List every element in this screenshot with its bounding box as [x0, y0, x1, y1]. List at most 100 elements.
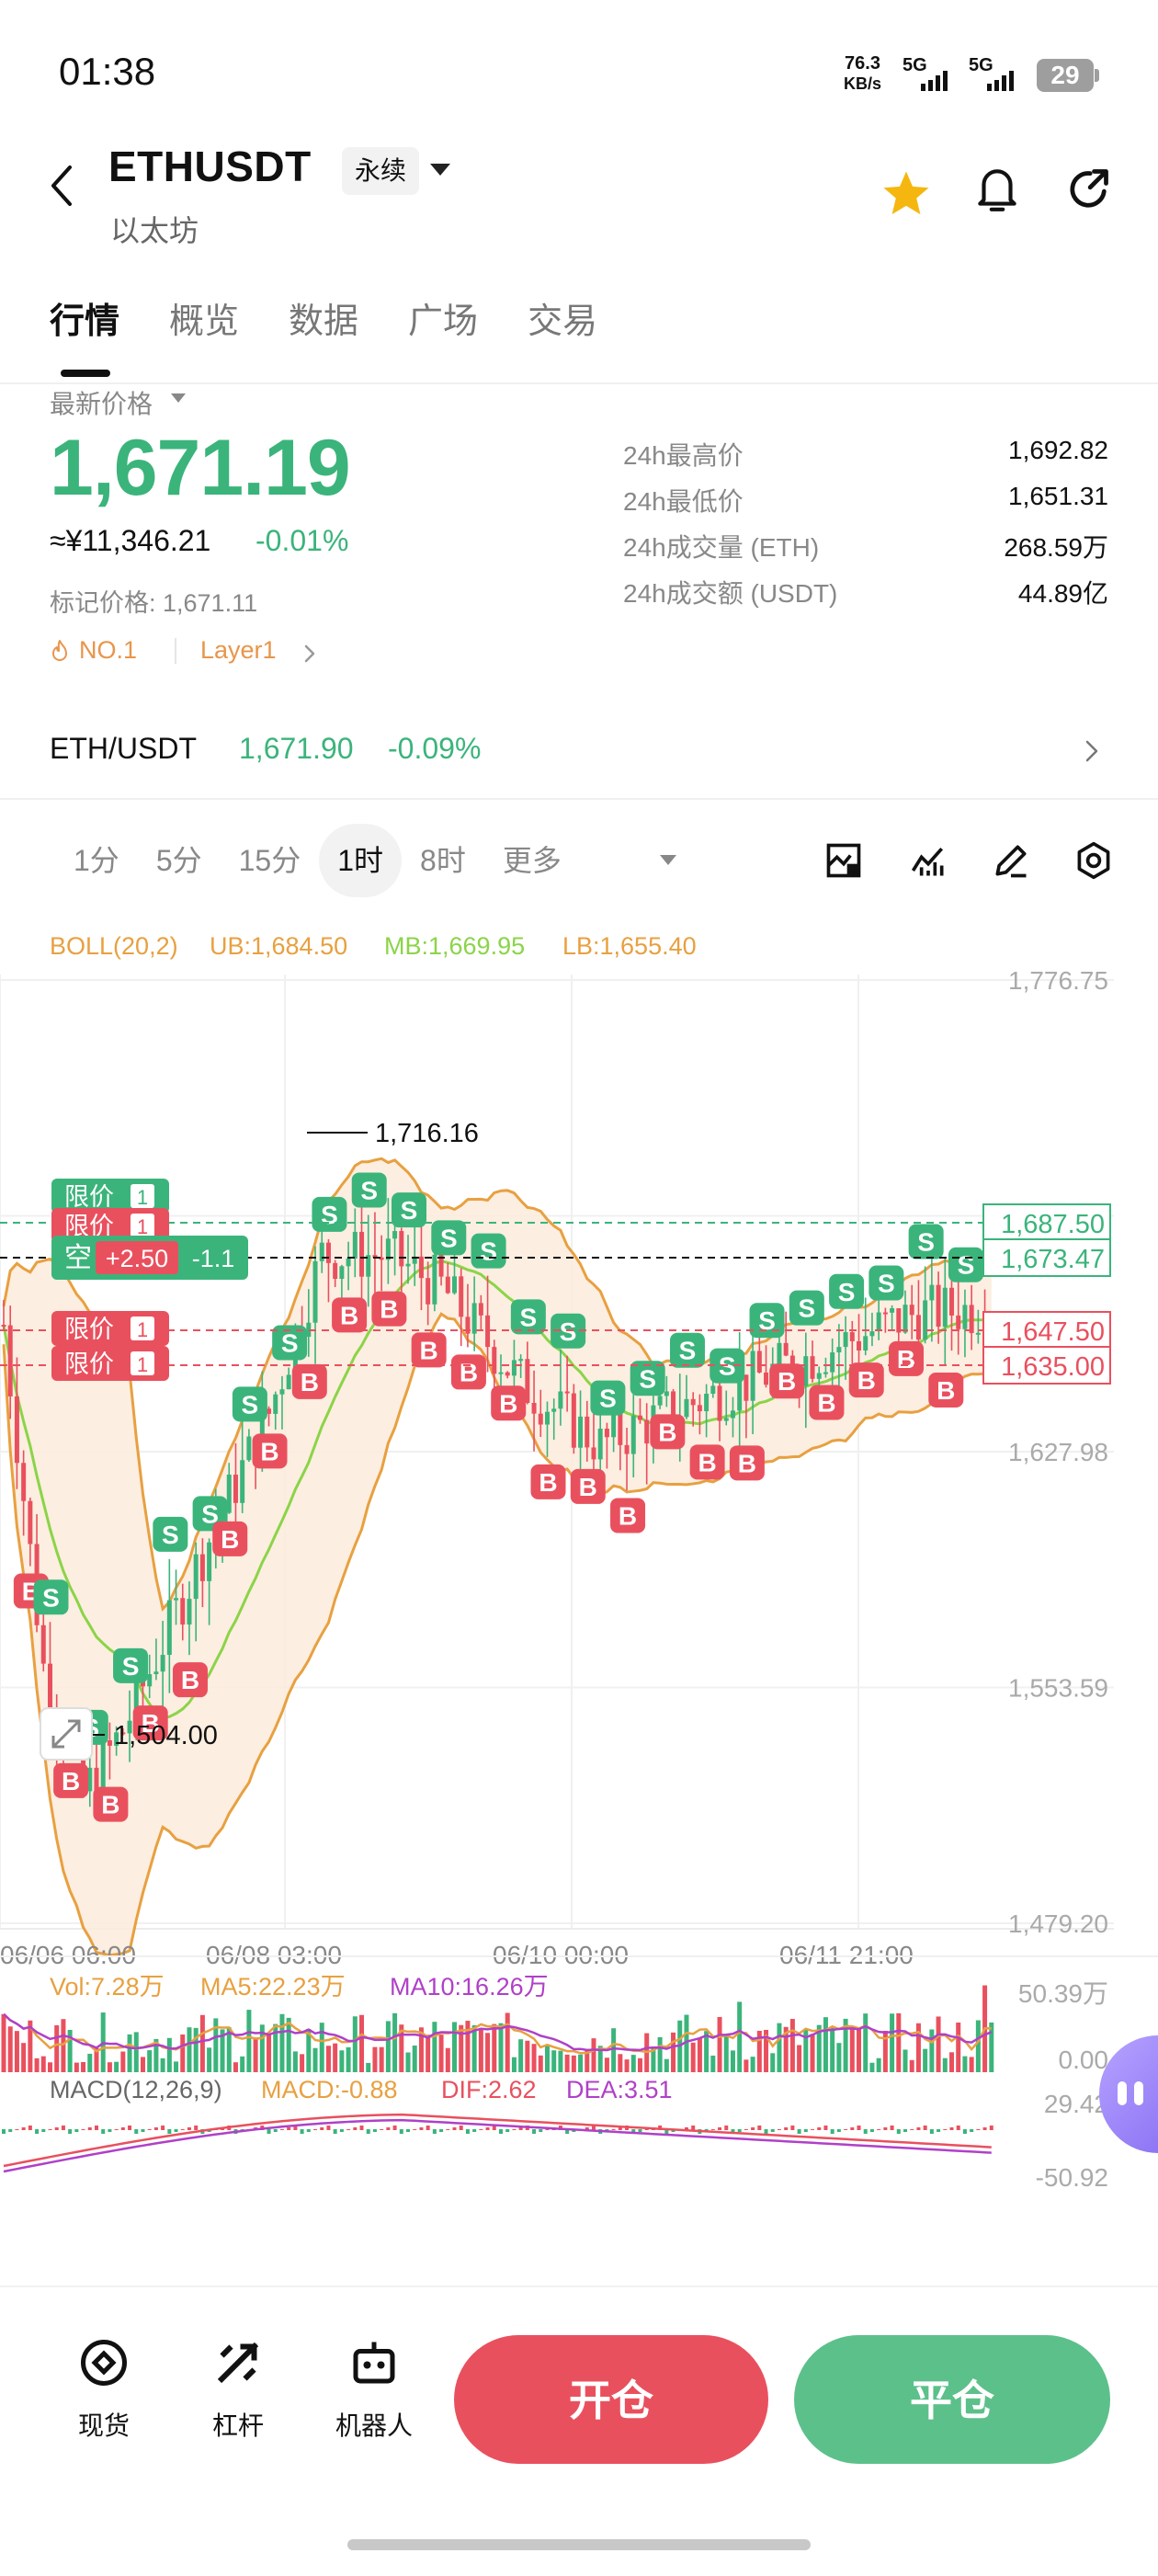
- volume-bar: [909, 2059, 914, 2072]
- sell-marker-label: S: [639, 1364, 656, 1393]
- tab-square[interactable]: 广场: [408, 302, 479, 341]
- chevron-right-icon[interactable]: [303, 644, 316, 668]
- timeframe-8h[interactable]: 8时: [420, 844, 466, 877]
- asset-name: 以太坊: [110, 214, 199, 247]
- macd-histogram-bar: [94, 2126, 98, 2130]
- settings-icon[interactable]: [1073, 840, 1114, 885]
- indicator-icon[interactable]: [908, 840, 948, 885]
- volume-bar: [903, 2049, 908, 2072]
- order-qty: 1: [137, 1215, 148, 1238]
- tab-data[interactable]: 数据: [289, 302, 359, 341]
- price-line-value: 1,687.50: [1001, 1210, 1105, 1239]
- buy-marker-label: B: [579, 1473, 597, 1501]
- volume-bar: [127, 2034, 132, 2072]
- dif-value: DIF:2.62: [441, 2076, 537, 2103]
- nav-robot[interactable]: 机器人: [324, 2335, 425, 2443]
- main-tabs: 行情 概览 数据 广场 交易: [50, 292, 597, 343]
- candle-body: [485, 1315, 491, 1348]
- timeframe-5m[interactable]: 5分: [155, 844, 202, 877]
- back-button[interactable]: [48, 164, 75, 212]
- caret-down-icon[interactable]: [171, 393, 186, 403]
- nav-spot[interactable]: 现货: [53, 2335, 154, 2443]
- buy-marker-label: B: [380, 1295, 398, 1324]
- macd-histogram-bar: [21, 2127, 26, 2130]
- candle-body: [956, 1315, 961, 1329]
- sell-marker: [232, 1386, 267, 1422]
- dif-line: [3, 2113, 992, 2168]
- tab-market[interactable]: 行情: [50, 302, 120, 341]
- macd-histogram-bar: [108, 2129, 112, 2132]
- spot-pair-name[interactable]: ETH/USDT: [50, 732, 197, 765]
- candle-body: [120, 1732, 126, 1735]
- candle-body: [445, 1276, 450, 1294]
- macd-histogram-bar: [48, 2129, 52, 2130]
- macd-histogram-bar: [180, 2129, 185, 2130]
- chevron-right-icon[interactable]: [1084, 739, 1099, 768]
- rank-tag[interactable]: NO.1: [50, 636, 137, 665]
- spot-pair-price[interactable]: 1,671.90: [239, 732, 354, 765]
- sector-tag[interactable]: Layer1: [200, 636, 277, 664]
- mark-price: 标记价格: 1,671.11: [50, 589, 258, 617]
- open-position-button[interactable]: 开仓: [454, 2335, 768, 2464]
- stat-volume-label: 24h成交量 (ETH): [623, 533, 820, 562]
- buy-marker-label: B: [181, 1666, 199, 1694]
- candle-body: [604, 1429, 609, 1438]
- nav-robot-label: 机器人: [335, 2411, 413, 2440]
- macd-legend: MACD(12,26,9): [50, 2076, 222, 2103]
- macd-histogram-bar: [691, 2126, 696, 2130]
- x-axis-tick: 06/10 00:00: [493, 1941, 629, 1969]
- timeframe-1h[interactable]: 1时: [319, 824, 403, 897]
- candle-body: [478, 1303, 483, 1316]
- nav-leverage[interactable]: 杠杆: [187, 2335, 289, 2443]
- nav-spot-label: 现货: [77, 2411, 130, 2440]
- caret-down-icon[interactable]: [430, 164, 450, 176]
- candle-body: [385, 1238, 391, 1260]
- timeframe-15m[interactable]: 15分: [238, 844, 301, 877]
- share-icon[interactable]: [1064, 165, 1112, 218]
- volume-bar: [843, 2018, 848, 2072]
- draw-icon[interactable]: [991, 840, 1031, 885]
- price-line-tag: [982, 1346, 1111, 1385]
- bell-icon[interactable]: [974, 164, 1020, 220]
- caret-down-icon[interactable]: [660, 855, 676, 865]
- candle-body: [730, 1410, 735, 1419]
- macd-histogram-bar: [910, 2129, 914, 2130]
- volume-bar: [597, 2046, 603, 2072]
- candle-body: [147, 1674, 153, 1687]
- favorite-star-icon[interactable]: [880, 169, 932, 223]
- candle-body: [863, 1336, 868, 1351]
- candle-body: [618, 1412, 623, 1445]
- tab-trade[interactable]: 交易: [528, 302, 598, 341]
- spot-pair-change[interactable]: -0.09%: [388, 732, 482, 765]
- order-tag-label: 限价: [64, 1183, 114, 1211]
- symbol-title[interactable]: ETHUSDT: [108, 142, 312, 190]
- tab-overview[interactable]: 概览: [169, 302, 240, 341]
- sell-marker: [431, 1220, 467, 1256]
- volume-bar: [756, 2030, 762, 2072]
- volume-bar: [637, 2057, 642, 2072]
- order-qty: 1: [137, 1353, 148, 1376]
- buy-marker: [291, 1363, 327, 1399]
- timeframe-1m[interactable]: 1分: [74, 844, 119, 877]
- buy-marker: [570, 1468, 606, 1504]
- candle-body: [836, 1347, 842, 1353]
- timeframe-more[interactable]: 更多: [502, 844, 562, 877]
- volume-bar: [292, 2051, 298, 2072]
- volume-bar: [306, 2028, 312, 2072]
- contract-type-badge[interactable]: 永续: [342, 147, 420, 195]
- chart-layout-icon[interactable]: [823, 840, 864, 885]
- macd-histogram-bar: [439, 2129, 444, 2132]
- active-tab-indicator: [61, 370, 110, 377]
- volume-bar: [697, 2037, 702, 2072]
- candle-body: [471, 1303, 477, 1334]
- sim1-label: 5G: [903, 55, 927, 75]
- close-position-button[interactable]: 平仓: [794, 2335, 1110, 2464]
- macd-histogram-bar: [161, 2126, 165, 2130]
- volume-bar: [578, 2054, 584, 2072]
- buy-marker-label: B: [499, 1389, 517, 1418]
- latest-price-label[interactable]: 最新价格: [50, 390, 153, 418]
- macd-histogram-bar: [306, 2129, 311, 2132]
- volume-bar: [604, 2057, 609, 2072]
- volume-bar: [432, 2022, 437, 2072]
- price-chart[interactable]: BOLL(20,2) UB:1,684.50 MB:1,669.95 LB:1,655…: [0, 919, 1158, 2280]
